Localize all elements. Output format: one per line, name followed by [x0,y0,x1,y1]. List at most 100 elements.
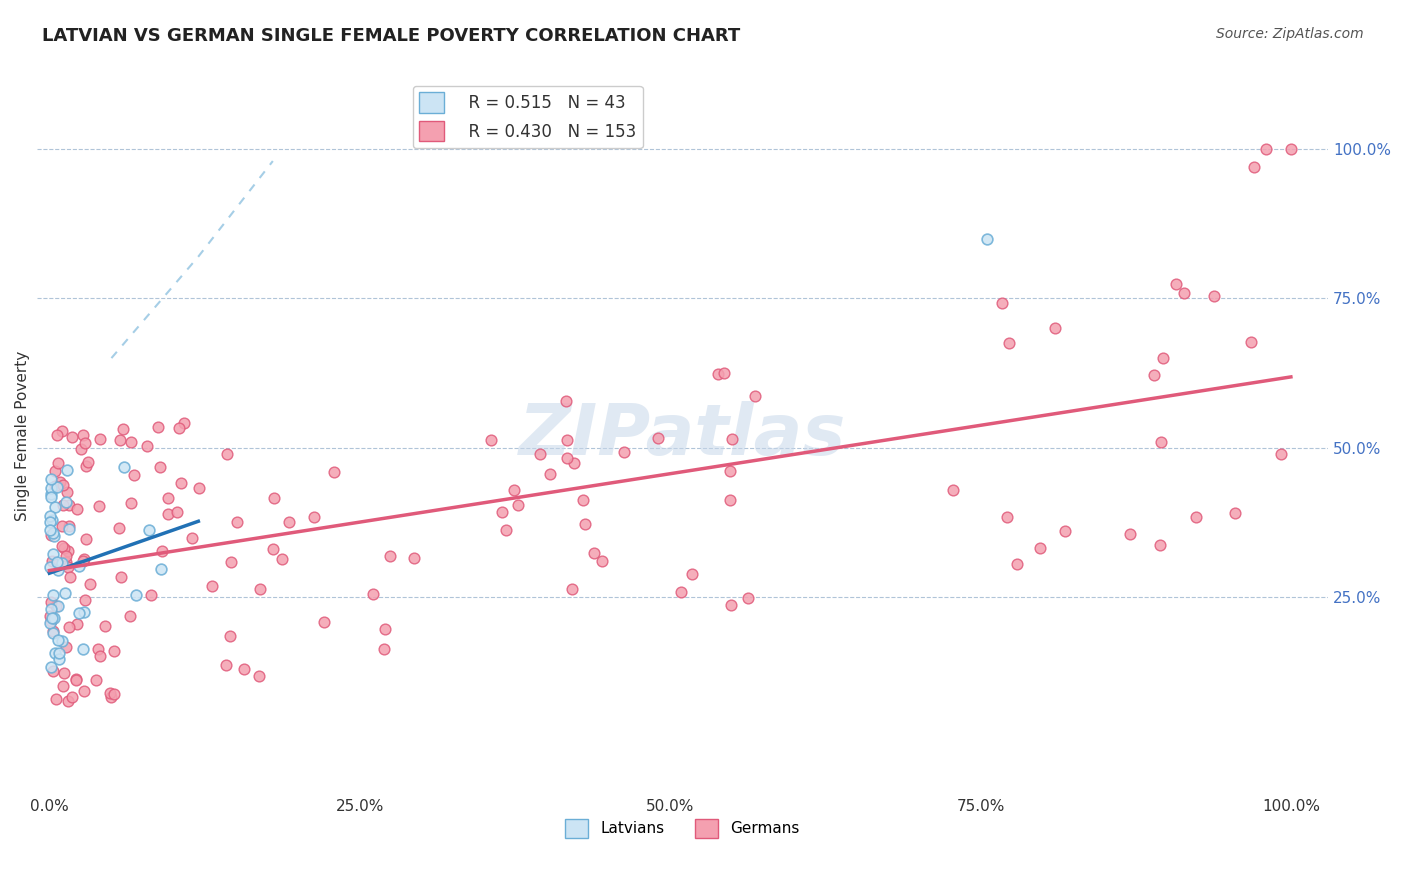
Point [1142,368,1164,382]
Point [312,615,335,630]
Point [72,641,94,656]
Point [720,493,742,508]
Point [67,558,90,573]
Point [89,432,111,446]
Point [150,543,173,558]
Point [42,589,65,603]
Point [555,450,578,465]
Point [45,692,67,706]
Point [247,669,270,683]
Text: Source: ZipAtlas.com: Source: ZipAtlas.com [1216,27,1364,41]
Point [481,433,503,447]
Point [998,336,1021,351]
Point [89,499,111,513]
Point [44,478,66,492]
Point [42,626,65,640]
Point [67,607,90,621]
Point [72,428,94,442]
Point [270,552,292,566]
Point [111,421,134,435]
Point [39,602,62,616]
Point [51,519,73,533]
Point [262,542,284,557]
Point [60,690,83,704]
Legend: Latvians, Germans: Latvians, Germans [560,813,806,844]
Text: LATVIAN VS GERMAN SINGLE FEMALE POVERTY CORRELATION CHART: LATVIAN VS GERMAN SINGLE FEMALE POVERTY … [42,27,741,45]
Point [1254,142,1277,156]
Point [1053,524,1076,538]
Point [1166,277,1188,291]
Point [1279,142,1302,156]
Point [70,442,93,456]
Point [44,500,66,514]
Point [120,496,142,510]
Point [42,611,65,625]
Point [39,523,62,537]
Point [51,424,73,438]
Point [991,296,1014,310]
Point [263,491,285,505]
Point [136,440,159,454]
Point [98,686,121,700]
Point [39,659,62,673]
Point [1173,285,1195,300]
Point [39,472,62,486]
Point [574,517,596,532]
Point [58,620,80,634]
Point [56,544,79,558]
Point [167,421,190,435]
Point [681,566,703,581]
Point [215,658,238,673]
Point [572,493,595,508]
Point [1185,509,1208,524]
Point [942,483,965,498]
Point [156,508,179,522]
Point [51,633,73,648]
Point [613,445,636,459]
Point [51,539,73,553]
Point [38,509,60,524]
Point [89,648,111,663]
Point [538,467,561,481]
Point [45,599,67,613]
Point [720,598,742,612]
Point [52,478,75,492]
Point [125,589,148,603]
Point [555,434,578,448]
Point [108,521,131,535]
Point [41,554,63,568]
Point [737,591,759,606]
Point [55,549,77,564]
Point [46,633,69,648]
Point [65,673,87,688]
Point [58,519,80,533]
Point [48,646,70,660]
Point [402,551,425,566]
Point [374,623,396,637]
Point [170,476,193,491]
Point [225,515,247,529]
Text: ZIPatlas: ZIPatlas [519,401,846,470]
Point [141,588,163,602]
Point [79,577,101,591]
Point [38,608,60,623]
Point [41,490,63,504]
Point [39,616,62,631]
Point [103,644,125,658]
Point [58,498,80,512]
Point [39,515,62,529]
Point [302,509,325,524]
Point [55,640,77,655]
Point [66,502,89,516]
Point [112,460,135,475]
Point [373,642,395,657]
Point [41,481,63,495]
Point [42,525,65,540]
Point [1204,289,1226,303]
Point [60,430,83,444]
Point [120,609,142,624]
Point [718,464,741,478]
Point [38,559,60,574]
Point [221,555,243,569]
Point [669,584,692,599]
